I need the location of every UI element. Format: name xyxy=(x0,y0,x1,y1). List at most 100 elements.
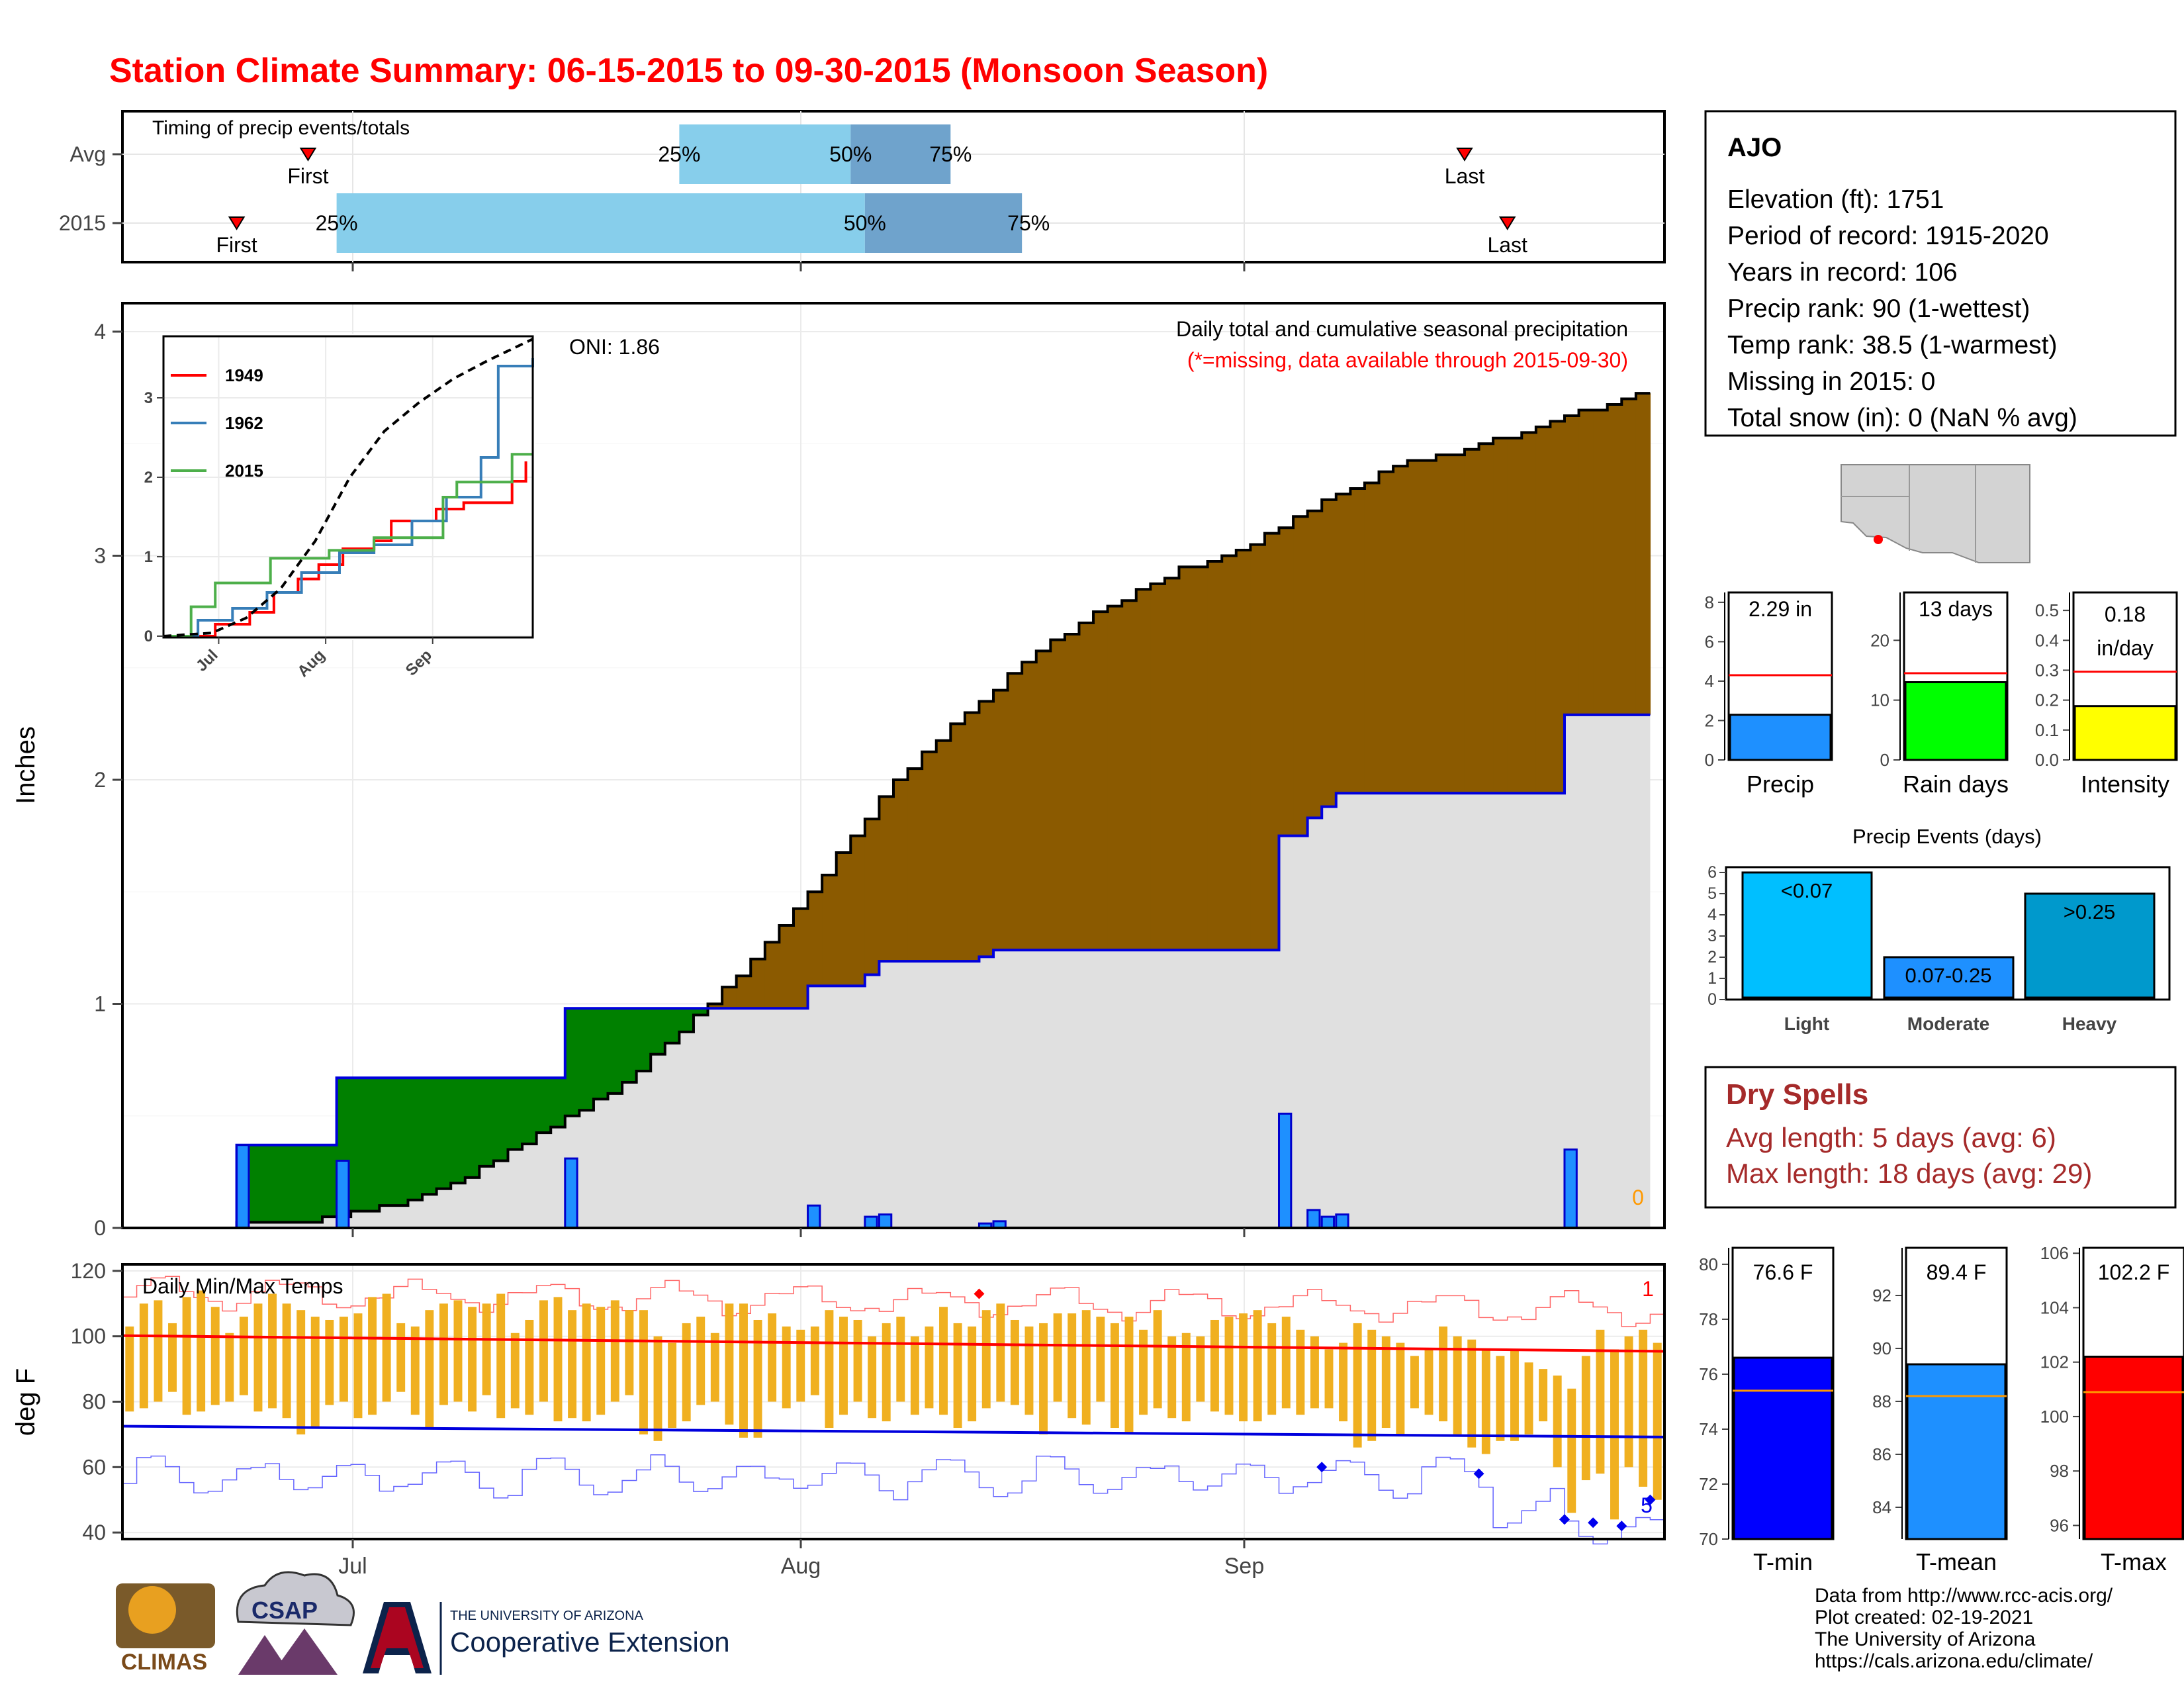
daily-temp-bar xyxy=(939,1307,948,1415)
daily-precip-bar xyxy=(1335,1213,1349,1229)
record-low-marker xyxy=(1645,1494,1656,1505)
mini-raindays-ytick-label: 10 xyxy=(1870,690,1889,710)
temp-tmin-ytick-label: 72 xyxy=(1699,1474,1718,1494)
daily-temp-bar xyxy=(782,1326,791,1409)
daily-temp-bar xyxy=(1581,1356,1590,1481)
daily-temp-bar xyxy=(553,1297,563,1422)
daily-temp-bar xyxy=(1353,1323,1362,1448)
daily-temp-bar xyxy=(268,1293,277,1409)
precip-diff-area xyxy=(1050,639,1066,951)
precip-diff-area xyxy=(1250,544,1265,951)
daily-temp-bar xyxy=(1196,1336,1205,1402)
daily-temp-bar xyxy=(425,1310,434,1429)
station-info-line: Years in record: 106 xyxy=(1727,258,1958,287)
daily-temp-bar xyxy=(768,1313,777,1402)
precip-diff-area xyxy=(636,1008,651,1072)
mini-intensity-value-label-2: in/day xyxy=(2097,636,2153,660)
inset-series-avg xyxy=(163,338,533,637)
daily-temp-bar xyxy=(1068,1313,1077,1419)
precip-diff-area xyxy=(451,1078,466,1184)
daily-temp-bar xyxy=(896,1317,905,1402)
map-state-lines xyxy=(1841,465,1976,563)
cumulative-avg-line xyxy=(122,392,1651,1229)
precip-diff-area xyxy=(664,1008,680,1043)
x-axis-tick-label: Aug xyxy=(781,1554,821,1579)
daily-temp-bar xyxy=(996,1303,1005,1402)
precip-diff-area xyxy=(1293,516,1308,836)
daily-temp-bar xyxy=(325,1319,334,1405)
temp-tmax-ytick-label: 102 xyxy=(2040,1352,2069,1372)
mini-intensity-ytick-label: 0.3 xyxy=(2035,660,2059,680)
daily-temp-bar xyxy=(1210,1319,1219,1412)
precip-diff-area xyxy=(1350,488,1365,794)
timing-bar-lower-0 xyxy=(679,124,851,184)
temp-tmin-bar xyxy=(1733,1356,1833,1540)
precip-diff-area xyxy=(822,874,837,986)
oni-label: ONI: 1.86 xyxy=(569,335,660,359)
precip-diff-area xyxy=(1036,651,1051,951)
first-marker-label: First xyxy=(216,233,257,257)
daily-temp-bar xyxy=(1510,1349,1519,1441)
record-low-count: 5 xyxy=(1641,1493,1653,1517)
precip-diff-area xyxy=(1393,466,1408,794)
timing-p50-label: 50% xyxy=(844,211,886,235)
daily-temp-bar xyxy=(1324,1349,1334,1409)
precip-diff-area xyxy=(436,1078,451,1189)
precip-diff-area xyxy=(836,853,851,986)
inset-ytick-label: 2 xyxy=(144,469,153,487)
footer: Data from http://www.rcc-acis.org/Plot c… xyxy=(116,1571,2113,1675)
temp-tmin-category-label: T-min xyxy=(1753,1548,1813,1575)
last-marker xyxy=(1456,148,1473,162)
precip-diff-area xyxy=(1422,460,1437,794)
precip-event-bar-label: >0.25 xyxy=(2064,900,2115,923)
precip-diff-area xyxy=(579,1008,594,1111)
mini-intensity-value-label: 0.18 xyxy=(2105,602,2146,626)
mini-precip-ytick-label: 8 xyxy=(1705,592,1714,612)
timing-bar-upper-0 xyxy=(850,124,951,184)
daily-temp-bar xyxy=(1439,1326,1448,1422)
precip-events-ytick-label: 6 xyxy=(1707,863,1717,882)
precip-diff-area xyxy=(1535,426,1551,794)
daily-temp-bar xyxy=(382,1293,391,1402)
daily-temp-bar xyxy=(197,1290,206,1412)
daily-temp-bar xyxy=(582,1303,591,1422)
daily-temp-bar xyxy=(568,1310,577,1419)
precip-diff-area xyxy=(1550,421,1565,794)
precip-diff-area xyxy=(807,892,823,986)
temp-tmin-ytick-label: 78 xyxy=(1699,1309,1718,1329)
daily-precip-bar xyxy=(236,1144,250,1229)
daily-temp-bar xyxy=(1653,1342,1662,1500)
temp-tmax-ytick-label: 106 xyxy=(2040,1243,2069,1263)
last-marker xyxy=(1498,216,1516,230)
precip-diff-area xyxy=(1279,528,1294,836)
temp-tmin-value-label: 76.6 F xyxy=(1753,1260,1813,1284)
x-axis-tick-label: Sep xyxy=(1224,1554,1265,1579)
station-info-line: Temp rank: 38.5 (1-warmest) xyxy=(1727,331,2058,359)
precip-diff-area xyxy=(1593,410,1608,715)
x-axis-tick-label: Jul xyxy=(338,1554,367,1579)
daily-temp-bar xyxy=(853,1319,862,1402)
first-marker xyxy=(299,148,317,162)
temp-panel-label: Daily Min/Max Temps xyxy=(142,1274,343,1298)
daily-temp-bar xyxy=(1267,1323,1277,1415)
daily-temp-bar xyxy=(1639,1329,1648,1487)
precip-diff-area xyxy=(1207,561,1222,951)
dry-spells-avg: Avg length: 5 days (avg: 6) xyxy=(1726,1122,2056,1153)
precip-panel: 0 1 2 3 4 Inches Daily total and cumulative se… xyxy=(11,302,1666,1240)
daily-temp-bar xyxy=(154,1300,163,1402)
mini-precip-bar xyxy=(1729,714,1832,761)
precip-diff-area xyxy=(1564,415,1580,715)
temp-tmean-ytick-label: 84 xyxy=(1872,1497,1891,1517)
precip-events-ytick-label: 2 xyxy=(1707,948,1717,966)
daily-temp-bar xyxy=(953,1323,962,1429)
daily-temp-bar xyxy=(1096,1317,1105,1402)
daily-temp-bar xyxy=(1010,1319,1019,1405)
precip-diff-area xyxy=(251,1145,266,1223)
precip-diff-area xyxy=(751,959,766,1009)
precip-diff-area xyxy=(764,942,780,1009)
timing-bar-upper-1 xyxy=(864,193,1023,253)
daily-temp-bar xyxy=(1110,1323,1119,1429)
daily-temp-bar xyxy=(496,1293,506,1419)
daily-temp-bar xyxy=(182,1297,191,1415)
daily-temp-bar xyxy=(125,1326,134,1412)
